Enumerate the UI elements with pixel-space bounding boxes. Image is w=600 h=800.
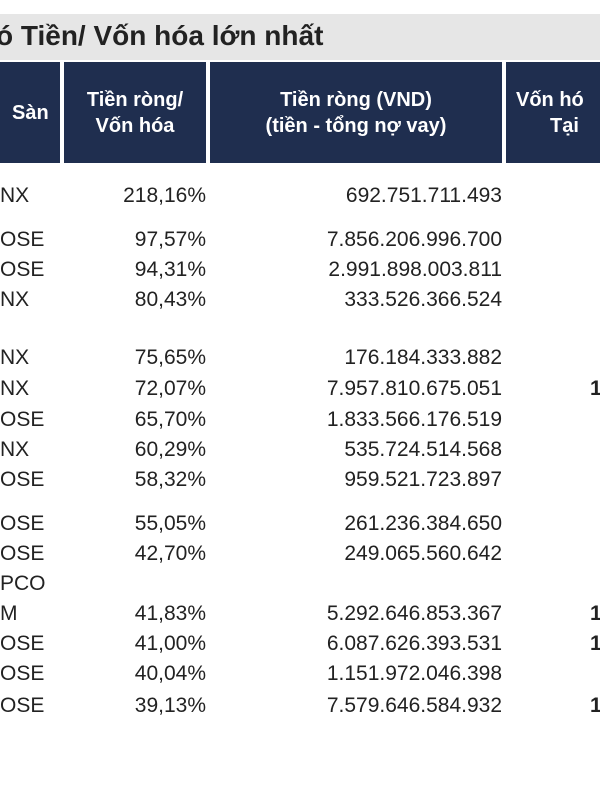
- row-market-cap: 1: [590, 377, 600, 400]
- page-title: ó Tiền/ Vốn hóa lớn nhất: [0, 20, 324, 51]
- row-exchange: NX: [0, 377, 30, 400]
- row-net-cash-ratio: 60,29%: [134, 438, 206, 461]
- row-net-cash-ratio: 42,70%: [134, 542, 206, 565]
- row-net-cash-ratio: 55,05%: [134, 512, 206, 535]
- row-net-cash-vnd: 6.087.626.393.531: [326, 632, 502, 655]
- row-exchange: OSE: [0, 468, 45, 491]
- row-exchange: NX: [0, 184, 30, 207]
- row-net-cash-vnd: 959.521.723.897: [344, 468, 502, 491]
- row-market-cap: 1: [590, 694, 600, 717]
- row-exchange: M: [0, 602, 18, 625]
- row-net-cash-vnd: 333.526.366.524: [344, 288, 502, 311]
- row-net-cash-ratio: 218,16%: [123, 184, 206, 207]
- header-von-line2: Tại: [550, 114, 579, 137]
- row-net-cash-ratio: 80,43%: [134, 288, 206, 311]
- row-exchange: NX: [0, 288, 30, 311]
- row-exchange: NX: [0, 438, 30, 461]
- header-market-cap: Vốn hó Tại: [506, 62, 600, 163]
- row-net-cash-ratio: 72,07%: [134, 377, 206, 400]
- header-san: Sàn: [0, 62, 60, 163]
- row-net-cash-vnd: 7.957.810.675.051: [326, 377, 502, 400]
- row-net-cash-vnd: 7.856.206.996.700: [326, 228, 502, 251]
- header-net-cash-vnd: Tiền ròng (VND) (tiền - tổng nợ vay): [210, 62, 502, 163]
- row-net-cash-ratio: 94,31%: [134, 258, 206, 281]
- header-von-line1: Vốn hó: [516, 88, 584, 111]
- row-market-cap: 1: [590, 632, 600, 655]
- row-net-cash-vnd: 535.724.514.568: [344, 438, 502, 461]
- header-net-cash-ratio: Tiền ròng/ Vốn hóa: [64, 62, 206, 163]
- row-exchange: OSE: [0, 632, 45, 655]
- row-exchange: NX: [0, 346, 30, 369]
- row-net-cash-ratio: 65,70%: [134, 408, 206, 431]
- row-net-cash-vnd: 7.579.646.584.932: [326, 694, 502, 717]
- row-exchange: OSE: [0, 258, 45, 281]
- row-net-cash-ratio: 75,65%: [134, 346, 206, 369]
- header-vnd-line2: (tiền - tổng nợ vay): [265, 114, 447, 137]
- row-exchange: OSE: [0, 694, 45, 717]
- header-pct-line2: Vốn hóa: [95, 114, 175, 137]
- row-net-cash-ratio: 58,32%: [134, 468, 206, 491]
- row-net-cash-ratio: 41,83%: [134, 602, 206, 625]
- row-net-cash-vnd: 176.184.333.882: [344, 346, 502, 369]
- row-exchange: OSE: [0, 662, 45, 685]
- header-pct-line1: Tiền ròng/: [86, 88, 184, 111]
- row-net-cash-vnd: 261.236.384.650: [344, 512, 502, 535]
- row-exchange: OSE: [0, 408, 45, 431]
- row-net-cash-vnd: 249.065.560.642: [344, 542, 502, 565]
- row-net-cash-ratio: 41,00%: [134, 632, 206, 655]
- row-net-cash-vnd: 2.991.898.003.811: [328, 258, 502, 281]
- title-bar: [0, 14, 600, 60]
- row-market-cap: 1: [590, 602, 600, 625]
- row-exchange: OSE: [0, 228, 45, 251]
- row-net-cash-vnd: 5.292.646.853.367: [326, 602, 502, 625]
- row-net-cash-ratio: 40,04%: [134, 662, 206, 685]
- header-san-label: Sàn: [12, 101, 49, 124]
- row-net-cash-ratio: 39,13%: [134, 694, 206, 717]
- row-exchange: PCO: [0, 572, 46, 595]
- row-net-cash-vnd: 692.751.711.493: [345, 184, 502, 207]
- row-net-cash-ratio: 97,57%: [134, 228, 206, 251]
- row-net-cash-vnd: 1.151.972.046.398: [326, 662, 502, 685]
- row-net-cash-vnd: 1.833.566.176.519: [326, 408, 502, 431]
- row-exchange: OSE: [0, 512, 45, 535]
- header-vnd-line1: Tiền ròng (VND): [280, 88, 432, 111]
- row-exchange: OSE: [0, 542, 45, 565]
